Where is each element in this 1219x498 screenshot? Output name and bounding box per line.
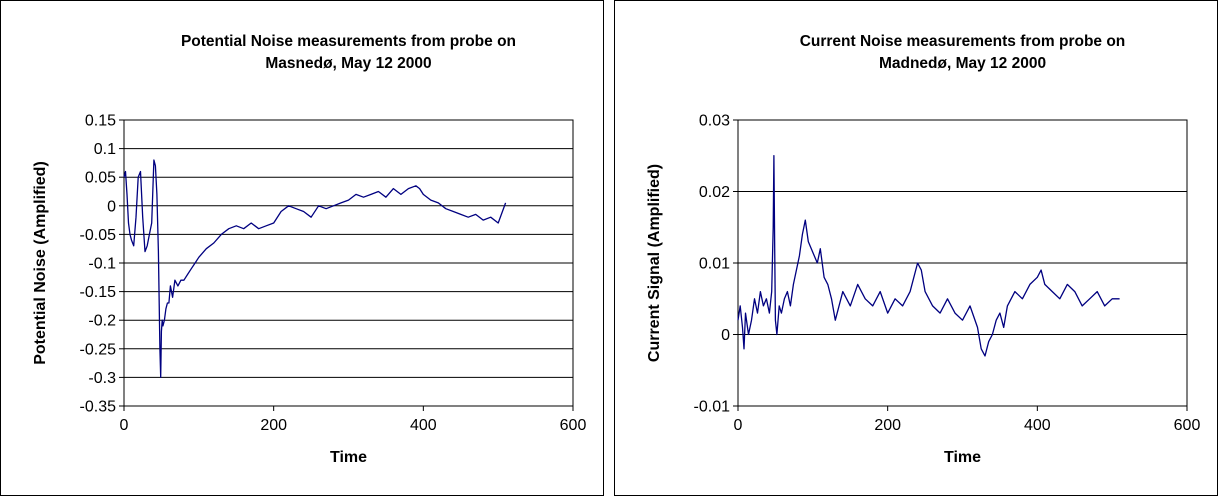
series-line (123, 159, 507, 379)
current-noise-chart-panel: Current Noise measurements from probe on… (614, 0, 1218, 496)
x-tick-label: 600 (560, 417, 587, 434)
y-tick-label: -0.15 (80, 284, 117, 301)
chart-title-line-0: Potential Noise measurements from probe … (181, 33, 516, 50)
x-axis-label: Time (330, 449, 367, 466)
x-tick-label: 200 (874, 417, 901, 434)
y-tick-label: 0.15 (85, 113, 116, 130)
potential-noise-chart-panel: Potential Noise measurements from probe … (0, 0, 604, 496)
x-tick-label: 400 (410, 417, 437, 434)
y-tick-label: -0.35 (80, 399, 117, 416)
x-axis-label: Time (944, 449, 981, 466)
x-tick-label: 0 (120, 417, 129, 434)
x-tick-label: 600 (1174, 417, 1201, 434)
y-tick-label: 0.05 (85, 170, 116, 187)
y-tick-label: -0.2 (88, 313, 116, 330)
potential-noise-chart: Potential Noise measurements from probe … (32, 33, 587, 466)
y-tick-label: -0.01 (694, 399, 731, 416)
chart-title-line-0: Current Noise measurements from probe on (800, 33, 1126, 50)
y-axis-label: Potential Noise (Amplified) (32, 161, 49, 365)
y-tick-label: -0.1 (88, 256, 116, 273)
y-tick-label: 0.1 (94, 141, 116, 158)
current-noise-chart: Current Noise measurements from probe on… (646, 33, 1201, 466)
chart-title-line-1: Masnedø, May 12 2000 (265, 55, 431, 72)
y-tick-label: -0.25 (80, 341, 117, 358)
y-tick-label: 0 (721, 327, 730, 344)
y-tick-label: 0.01 (699, 256, 730, 273)
y-tick-label: 0.03 (699, 113, 730, 130)
series-line (737, 155, 1120, 357)
x-tick-label: 400 (1024, 417, 1051, 434)
y-tick-label: -0.3 (88, 370, 116, 387)
y-tick-label: 0.02 (699, 184, 730, 201)
y-tick-label: -0.05 (80, 227, 117, 244)
y-tick-label: 0 (107, 198, 116, 215)
x-tick-label: 0 (734, 417, 743, 434)
chart-title-line-1: Madnedø, May 12 2000 (879, 55, 1046, 72)
y-axis-label: Current Signal (Amplified) (646, 164, 663, 362)
x-tick-label: 200 (260, 417, 287, 434)
